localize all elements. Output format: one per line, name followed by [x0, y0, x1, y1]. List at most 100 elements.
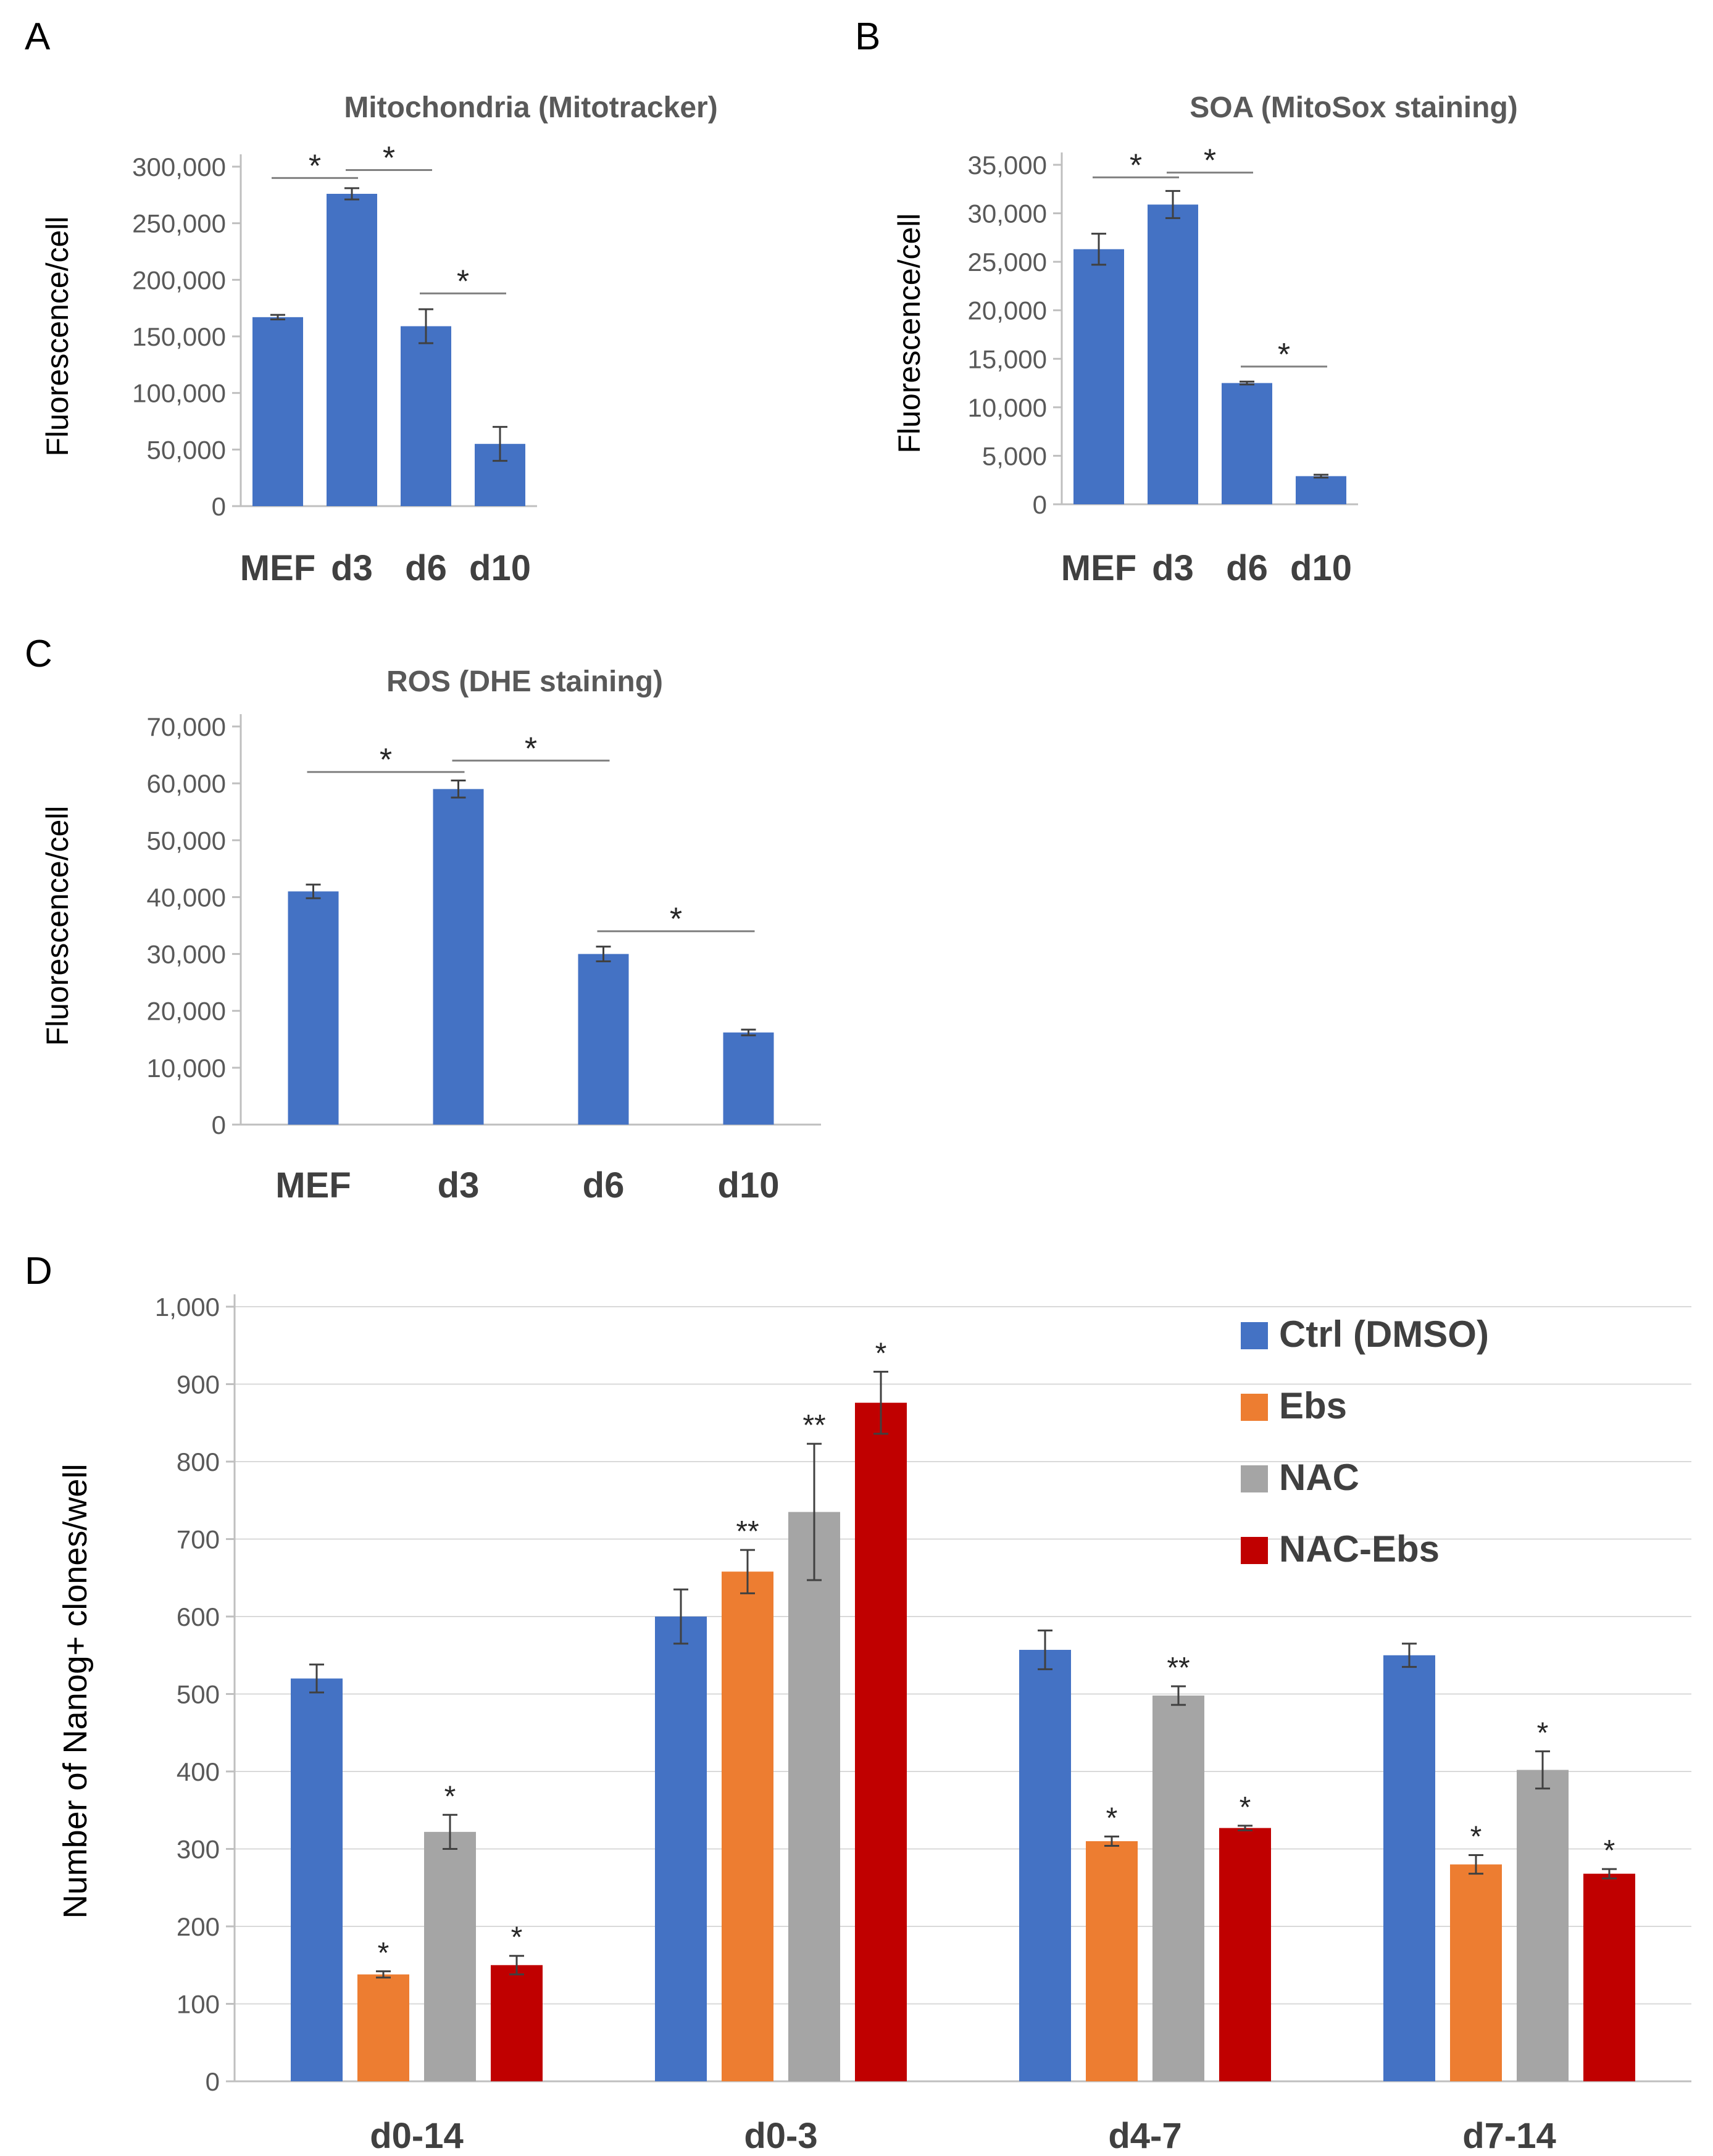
significance-mark: * — [444, 1780, 456, 1813]
panel-label: C — [25, 633, 52, 675]
y-tick-label: 15,000 — [968, 344, 1047, 373]
significance-mark: * — [457, 264, 469, 299]
bar — [1148, 204, 1198, 504]
y-tick-label: 150,000 — [132, 322, 226, 351]
chart-panel-c: C ROS (DHE staining) Fluorescence/cell 0 10,… — [25, 633, 821, 1205]
bar — [788, 1512, 840, 2081]
y-tick-label: 20,000 — [968, 296, 1047, 325]
y-tick-label: 300 — [177, 1835, 220, 1864]
bar — [1073, 249, 1124, 504]
legend-label: Ebs — [1279, 1385, 1347, 1426]
x-tick-label: d0-3 — [744, 2116, 817, 2156]
bar — [357, 1974, 409, 2081]
y-tick-label: 5,000 — [982, 441, 1047, 470]
bar — [491, 1965, 543, 2081]
x-tick-label: d3 — [1152, 548, 1194, 588]
bar — [1583, 1873, 1635, 2081]
series-nac-ebs: **** — [491, 1337, 1635, 2081]
x-tick-label: MEF — [240, 548, 315, 588]
x-tick-label: d0-14 — [370, 2116, 464, 2156]
bar — [1222, 383, 1272, 504]
y-tick-label: 50,000 — [147, 435, 226, 464]
chart-panel-a: A Mitochondria (Mitotracker) Fluorescence/… — [25, 15, 718, 588]
y-tick-label: 10,000 — [968, 393, 1047, 422]
panel-label: D — [25, 1250, 52, 1292]
series-nac: ****** — [424, 1409, 1569, 2081]
significance-mark: * — [1204, 143, 1216, 179]
y-tick-label: 70,000 — [147, 712, 226, 741]
chart-title: Mitochondria (Mitotracker) — [344, 91, 717, 124]
x-tick-label: d10 — [718, 1165, 780, 1205]
x-tick-label: d6 — [583, 1165, 625, 1205]
y-tick-label: 100 — [177, 1990, 220, 2019]
y-tick-label: 300,000 — [132, 152, 226, 181]
significance-mark: * — [309, 148, 321, 184]
x-tick-label: MEF — [1061, 548, 1136, 588]
bar — [1517, 1770, 1569, 2081]
y-tick-label: 1,000 — [155, 1292, 220, 1321]
y-tick-label: 600 — [177, 1602, 220, 1631]
y-tick-label: 60,000 — [147, 769, 226, 798]
significance-mark: * — [511, 1921, 523, 1954]
y-tick-label: 10,000 — [147, 1054, 226, 1083]
y-axis-label: Fluorescence/cell — [40, 805, 75, 1046]
chart-title: SOA (MitoSox staining) — [1190, 91, 1518, 124]
significance-mark: * — [1470, 1821, 1482, 1854]
bar — [1019, 1649, 1071, 2081]
bar — [252, 317, 303, 506]
y-axis-label: Fluorescence/cell — [40, 216, 75, 456]
y-tick-label: 30,000 — [147, 940, 226, 969]
x-tick-label: d3 — [438, 1165, 480, 1205]
significance-mark: * — [1130, 148, 1142, 183]
x-tick-label: d10 — [1290, 548, 1352, 588]
significance-mark: * — [1240, 1791, 1251, 1824]
significance-mark: ** — [736, 1515, 759, 1548]
y-tick-label: 200,000 — [132, 265, 226, 294]
chart-panel-d: D Number of Nanog+ clones/well 0 100 200 300 4… — [25, 1250, 1691, 2156]
legend-swatch — [1241, 1537, 1268, 1564]
bar — [1296, 476, 1346, 504]
significance-mark: * — [1604, 1834, 1615, 1867]
bar — [1219, 1828, 1271, 2081]
y-axis-label: Fluorescence/cell — [892, 213, 927, 453]
y-tick-label: 35,000 — [968, 151, 1047, 180]
panel-label: A — [25, 15, 51, 58]
significance-mark: * — [525, 731, 537, 767]
legend: Ctrl (DMSO) Ebs NAC NAC-Ebs — [1241, 1313, 1489, 1570]
y-tick-label: 100,000 — [132, 379, 226, 408]
series-ctrl-dmso- — [291, 1588, 1435, 2081]
y-tick-label: 250,000 — [132, 209, 226, 238]
significance-mark: * — [380, 743, 392, 778]
bar — [723, 1032, 774, 1125]
legend-label: Ctrl (DMSO) — [1279, 1313, 1489, 1355]
bar — [655, 1617, 707, 2081]
bar — [291, 1678, 343, 2081]
bar — [424, 1831, 476, 2081]
significance-mark: ** — [1167, 1652, 1190, 1684]
legend-swatch — [1241, 1322, 1268, 1349]
chart-panel-b: B SOA (MitoSox staining) Fluorescence/cell… — [855, 15, 1518, 588]
significance-mark: ** — [802, 1409, 825, 1442]
y-tick-label: 800 — [177, 1447, 220, 1476]
bar — [327, 194, 377, 506]
bar — [288, 891, 339, 1125]
significance-mark: * — [670, 902, 682, 938]
panel-label: B — [855, 15, 880, 58]
significance-mark: * — [1278, 337, 1290, 373]
x-tick-label: d4-7 — [1108, 2116, 1182, 2156]
y-tick-label: 25,000 — [968, 248, 1047, 277]
x-tick-label: MEF — [275, 1165, 351, 1205]
y-axis-label: Number of Nanog+ clones/well — [57, 1464, 94, 1919]
significance-mark: * — [875, 1337, 887, 1370]
bar — [578, 954, 629, 1125]
bar — [855, 1402, 907, 2081]
y-tick-label: 500 — [177, 1680, 220, 1709]
bar — [433, 789, 484, 1125]
bar — [401, 326, 451, 506]
bar — [722, 1571, 773, 2081]
y-tick-label: 0 — [1033, 490, 1047, 519]
x-tick-label: d10 — [469, 548, 531, 588]
legend-label: NAC-Ebs — [1279, 1528, 1440, 1570]
y-tick-label: 900 — [177, 1370, 220, 1399]
